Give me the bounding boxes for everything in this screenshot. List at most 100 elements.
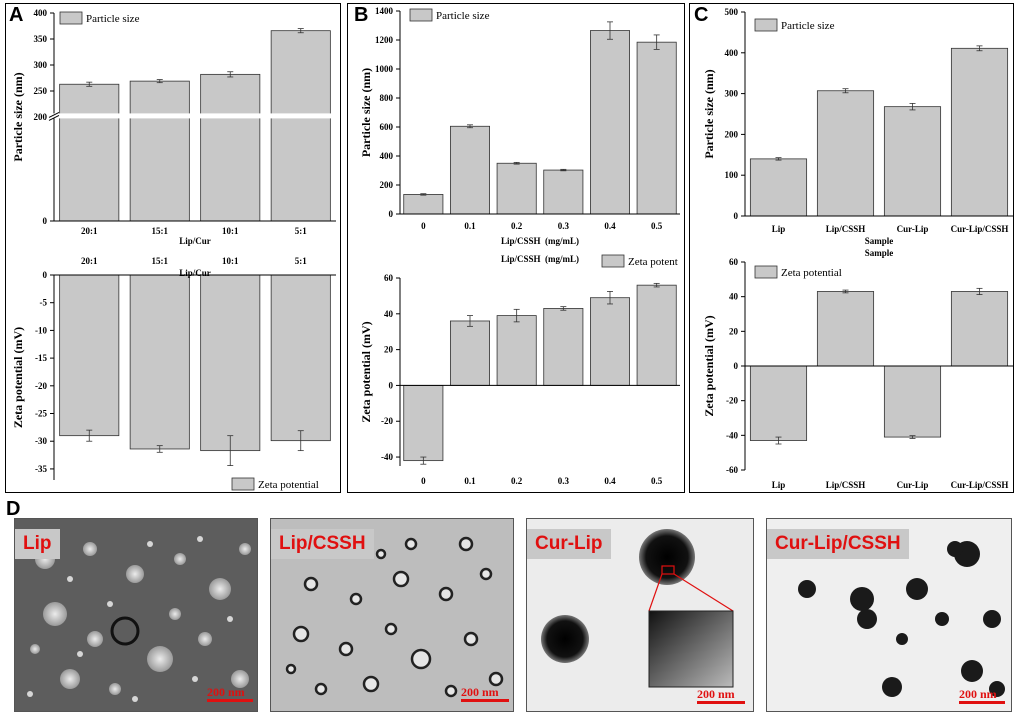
scale-text-cur-lip-cssh: 200 nm — [959, 687, 997, 701]
tem-image-lip-cssh: Lip/CSSH 200 nm — [270, 518, 514, 712]
b-size-y-axis-title: Particle size (nm) — [359, 68, 373, 157]
scale-bar-cur-lip-cssh — [959, 701, 1005, 704]
b-zeta-legend-swatch — [601, 254, 625, 268]
tem-label-cur-lip: Cur-Lip — [527, 529, 611, 559]
a-size-category-label: 15:1 — [152, 226, 169, 236]
b-size-category-label: 0.5 — [651, 221, 663, 231]
c-zeta-bar — [883, 365, 942, 438]
c-zeta-bar — [816, 291, 875, 367]
charts-svg: 20:1 15:1 10:1 5:10200250300350400Particle … — [11, 6, 1013, 491]
a-zeta-y-tick-label: -10 — [35, 325, 47, 335]
b-size-y-tick-label: 400 — [380, 151, 394, 161]
a-zeta-y-axis-title: Zeta potential (mV) — [11, 327, 25, 428]
scale-bar-cur-lip — [697, 701, 745, 704]
tem-label-lip: Lip — [15, 529, 60, 559]
b-size-category-label: 0 — [421, 221, 426, 231]
b-zeta-bar — [496, 315, 537, 386]
c-zeta-category-label: Lip/CSSH — [826, 480, 866, 490]
panel-letter-d: D — [6, 498, 21, 520]
panel-a-frame — [5, 3, 341, 493]
a-size-category-label: 20:1 — [81, 226, 98, 236]
c-size-y-tick-label: 0 — [734, 211, 739, 221]
b-size-legend-label: Particle size — [436, 10, 490, 22]
c-size-category-label: Lip — [772, 224, 786, 234]
b-zeta-category-label: 0.1 — [464, 476, 476, 486]
panel-letter-b: B — [354, 4, 369, 26]
a-size-y-tick-label: 300 — [34, 60, 48, 70]
c-size-y-tick-label: 200 — [725, 129, 739, 139]
tem-image-cur-lip-cssh: Cur-Lip/CSSH 200 nm — [766, 518, 1012, 712]
a-size-bar — [200, 73, 261, 222]
b-zeta-category-label: 0.4 — [604, 476, 616, 486]
b-size-bar — [543, 169, 584, 215]
a-zeta-legend-label: Zeta potential — [258, 479, 319, 491]
a-size-axis-break-mark — [48, 111, 60, 118]
c-size-category-label: Cur-Lip — [897, 224, 929, 234]
b-zeta-x-axis-title: Lip/CSSH (mg/mL) — [501, 254, 579, 264]
a-zeta-bar — [129, 274, 190, 450]
a-zeta-legend-swatch — [231, 477, 255, 491]
tem-image-lip: Lip 200 nm — [14, 518, 258, 712]
b-size-y-tick-label: 200 — [380, 180, 394, 190]
c-size-y-tick-label: 400 — [725, 48, 739, 58]
c-zeta-y-tick-label: 40 — [729, 292, 739, 302]
panel-b-frame — [347, 3, 685, 493]
a-size-axis-break-mark — [48, 114, 60, 121]
a-zeta-bar — [200, 274, 261, 452]
b-zeta-category-label: 0 — [421, 476, 426, 486]
a-zeta-bar — [270, 274, 331, 442]
c-size-legend-label: Particle size — [781, 20, 835, 32]
a-zeta-category-label: 15:1 — [152, 256, 169, 266]
a-size-bar — [59, 83, 120, 222]
a-size-y-tick-label: 250 — [34, 86, 48, 96]
c-zeta-bar — [749, 365, 808, 441]
c-size-y-tick-label: 300 — [725, 89, 739, 99]
scale-text-cur-lip: 200 nm — [697, 687, 735, 701]
tem-label-cur-lip-cssh: Cur-Lip/CSSH — [767, 529, 909, 559]
a-size-y-tick-label: 400 — [34, 8, 48, 18]
tem-texture-lip-cssh — [271, 519, 513, 711]
b-size-x-axis-title: Lip/CSSH (mg/mL) — [501, 236, 579, 246]
c-size-legend-swatch — [754, 18, 778, 32]
a-zeta-y-tick-label: -30 — [35, 436, 47, 446]
a-size-axis-break — [48, 113, 336, 119]
b-zeta-y-tick-label: -20 — [381, 416, 393, 426]
a-zeta-category-label: 5:1 — [295, 256, 307, 266]
b-zeta-bar — [449, 320, 490, 386]
b-zeta-category-label: 0.2 — [511, 476, 523, 486]
a-zeta-y-tick-label: -5 — [40, 298, 48, 308]
b-zeta-y-tick-label: 40 — [384, 309, 394, 319]
b-zeta-category-label: 0.3 — [558, 476, 570, 486]
c-zeta-category-label: Cur-Lip/CSSH — [951, 480, 1009, 490]
a-size-x-axis-title: Lip/Cur — [179, 236, 211, 246]
c-size-y-tick-label: 100 — [725, 170, 739, 180]
scale-bar-lip-cssh — [461, 699, 509, 702]
c-zeta-x-axis-title: Sample — [865, 248, 894, 258]
c-size-bar — [816, 90, 875, 217]
c-zeta-y-tick-label: 0 — [734, 361, 739, 371]
b-zeta-legend-label: Zeta potent — [628, 256, 678, 268]
b-zeta-y-tick-label: 60 — [384, 273, 394, 283]
b-size-legend-swatch — [409, 8, 433, 22]
a-zeta-y-tick-label: -25 — [35, 409, 47, 419]
c-zeta-legend-swatch — [754, 265, 778, 279]
a-zeta-y-tick-label: -35 — [35, 464, 47, 474]
b-size-category-label: 0.1 — [464, 221, 476, 231]
a-zeta-category-label: 10:1 — [222, 256, 239, 266]
a-size-bar — [129, 80, 190, 222]
panel-letter-a: A — [9, 4, 24, 26]
b-size-y-tick-label: 1400 — [375, 6, 394, 16]
tem-label-lip-cssh: Lip/CSSH — [271, 529, 374, 559]
c-size-x-axis-title: Sample — [865, 236, 894, 246]
b-zeta-y-tick-label: 0 — [389, 380, 394, 390]
b-zeta-bar — [590, 297, 631, 386]
c-size-y-axis-title: Particle size (nm) — [702, 69, 716, 158]
b-zeta-bar — [543, 308, 584, 386]
c-size-y-tick-label: 500 — [725, 7, 739, 17]
c-size-bar — [950, 47, 1009, 217]
panel-letter-c: C — [694, 4, 709, 26]
c-zeta-bar — [950, 291, 1009, 367]
tem-image-cur-lip: Cur-Lip 200 nm — [526, 518, 754, 712]
c-zeta-y-axis-title: Zeta potential (mV) — [702, 315, 716, 416]
scale-text-lip-cssh: 200 nm — [461, 685, 499, 699]
